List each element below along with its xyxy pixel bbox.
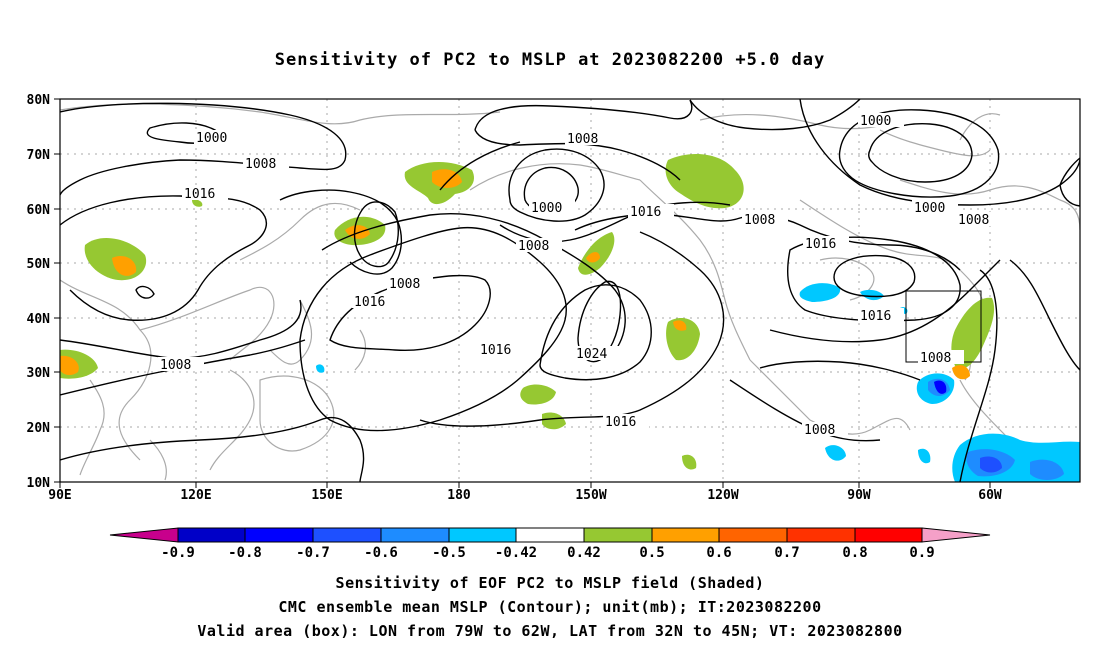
shade-patch — [1030, 459, 1064, 480]
lon-label: 120W — [707, 488, 738, 503]
caption-contour: CMC ensemble mean MSLP (Contour); unit(m… — [278, 598, 822, 616]
colorbar-box — [177, 527, 246, 543]
colorbar-box — [244, 527, 314, 543]
lat-label: 60N — [27, 203, 51, 218]
longitude-labels: 90E 120E 150E 180 150W 120W 90W 60W — [48, 488, 1002, 503]
shade-patch — [934, 380, 947, 394]
contour-label: 1000 — [860, 114, 891, 129]
colorbar-label: 0.42 — [567, 545, 601, 561]
colorbar-box — [448, 527, 517, 543]
colorbar-box — [515, 527, 585, 543]
map-frame — [59, 98, 1081, 483]
contour-label: 1008 — [958, 213, 989, 228]
colorbar-box — [583, 527, 653, 543]
contour-label: 1016 — [805, 237, 836, 252]
colorbar-label: 0.8 — [842, 545, 867, 561]
colorbar-box — [718, 527, 788, 543]
colorbar-label: -0.8 — [228, 545, 262, 561]
shade-patch — [586, 252, 600, 263]
colorbar-label: -0.6 — [364, 545, 398, 561]
shade-patch — [520, 384, 556, 405]
contour-label: 1008 — [389, 277, 420, 292]
contour-label: 1008 — [245, 157, 276, 172]
shade-patch — [825, 445, 846, 461]
contour-labels: 1000 1008 1016 1008 1016 1008 1016 1008 … — [158, 113, 1002, 438]
lat-label: 70N — [27, 148, 51, 163]
lon-label: 120E — [180, 488, 211, 503]
shade-patch — [799, 283, 841, 302]
shade-patch — [112, 255, 137, 276]
colorbar-label: 0.6 — [706, 545, 731, 561]
lon-label: 150W — [575, 488, 606, 503]
caption-shaded: Sensitivity of EOF PC2 to MSLP field (Sh… — [335, 574, 765, 592]
mslp-contours — [60, 99, 1080, 482]
contour-label: 1016 — [860, 309, 891, 324]
contour-label: 1016 — [354, 295, 385, 310]
contour-label: 1000 — [196, 131, 227, 146]
shade-patch — [316, 364, 325, 373]
colorbar-box — [312, 527, 382, 543]
shade-patch — [542, 412, 566, 430]
colorbar-label: -0.9 — [161, 545, 195, 561]
shade-patch — [952, 365, 970, 380]
contour-label: 1016 — [480, 343, 511, 358]
lon-label: 90W — [847, 488, 871, 503]
contour-label: 1016 — [605, 415, 636, 430]
colorbar-min-triangle — [109, 527, 179, 543]
lon-label: 60W — [978, 488, 1002, 503]
colorbar-label: 0.9 — [909, 545, 934, 561]
contour-label: 1008 — [920, 351, 951, 366]
colorbar-label: 0.5 — [639, 545, 664, 561]
contour-label: 1016 — [630, 205, 661, 220]
lat-label: 50N — [27, 257, 51, 272]
lon-label: 150E — [311, 488, 342, 503]
lon-label: 90E — [48, 488, 71, 503]
shade-patch — [980, 456, 1002, 473]
shade-patch — [673, 320, 687, 331]
shade-patch — [665, 154, 744, 209]
graticule — [60, 99, 1080, 482]
lat-label: 80N — [27, 93, 51, 108]
colorbar-label: -0.5 — [432, 545, 466, 561]
shade-patch — [682, 454, 697, 470]
lat-label: 10N — [27, 476, 51, 491]
latitude-labels: 80N 70N 60N 50N 40N 30N 20N 10N — [27, 93, 51, 491]
lat-label: 30N — [27, 366, 51, 381]
contour-label: 1000 — [914, 201, 945, 216]
colorbar-box — [786, 527, 856, 543]
colorbar-label: -0.7 — [296, 545, 330, 561]
colorbar-box — [651, 527, 720, 543]
caption-valid-area: Valid area (box): LON from 79W to 62W, L… — [197, 622, 903, 640]
contour-label: 1000 — [531, 201, 562, 216]
contour-label: 1008 — [518, 239, 549, 254]
colorbar-max-triangle — [921, 527, 991, 543]
shade-patch — [432, 169, 462, 188]
lat-label: 40N — [27, 312, 51, 327]
figure-title: Sensitivity of PC2 to MSLP at 2023082200… — [274, 50, 826, 70]
shade-patch — [60, 355, 79, 376]
lat-label: 20N — [27, 421, 51, 436]
shade-patch — [918, 448, 931, 464]
shade-patch — [860, 289, 884, 301]
lon-label: 180 — [447, 488, 471, 503]
colorbar: -0.9 -0.8 -0.7 -0.6 -0.5 -0.42 0.42 0.5 … — [109, 527, 991, 561]
colorbar-box — [380, 527, 450, 543]
contour-label: 1008 — [804, 423, 835, 438]
shade-patch — [192, 199, 203, 207]
axis-ticks — [54, 98, 991, 488]
shade-patch — [666, 318, 700, 361]
contour-label: 1008 — [567, 132, 598, 147]
colorbar-label: -0.42 — [495, 545, 537, 561]
contour-label: 1008 — [160, 358, 191, 373]
colorbar-box — [854, 527, 923, 543]
contour-label: 1024 — [576, 347, 607, 362]
contour-label: 1008 — [744, 213, 775, 228]
contour-label: 1016 — [184, 187, 215, 202]
colorbar-label: 0.7 — [774, 545, 799, 561]
